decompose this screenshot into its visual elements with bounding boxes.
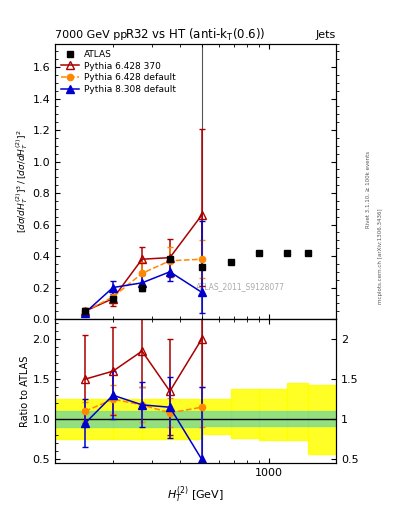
Y-axis label: Ratio to ATLAS: Ratio to ATLAS bbox=[20, 355, 29, 427]
Legend: ATLAS, Pythia 6.428 370, Pythia 6.428 default, Pythia 8.308 default: ATLAS, Pythia 6.428 370, Pythia 6.428 de… bbox=[59, 48, 178, 96]
Text: ATLAS_2011_S9128077: ATLAS_2011_S9128077 bbox=[196, 283, 285, 291]
Y-axis label: $[d\sigma/dH_T^{(2)}]^3\,/\,[d\sigma/dH_T^{(2)}]^2$: $[d\sigma/dH_T^{(2)}]^3\,/\,[d\sigma/dH_… bbox=[14, 130, 29, 233]
X-axis label: $H_T^{(2)}$ [GeV]: $H_T^{(2)}$ [GeV] bbox=[167, 484, 224, 504]
Title: R32 vs HT (anti-k$_{\mathsf{T}}$(0.6)): R32 vs HT (anti-k$_{\mathsf{T}}$(0.6)) bbox=[125, 27, 266, 44]
Text: 7000 GeV pp: 7000 GeV pp bbox=[55, 30, 127, 40]
Text: Rivet 3.1.10, ≥ 100k events: Rivet 3.1.10, ≥ 100k events bbox=[366, 151, 371, 228]
Text: Jets: Jets bbox=[316, 30, 336, 40]
Text: mcplots.cern.ch [arXiv:1306.3436]: mcplots.cern.ch [arXiv:1306.3436] bbox=[378, 208, 383, 304]
